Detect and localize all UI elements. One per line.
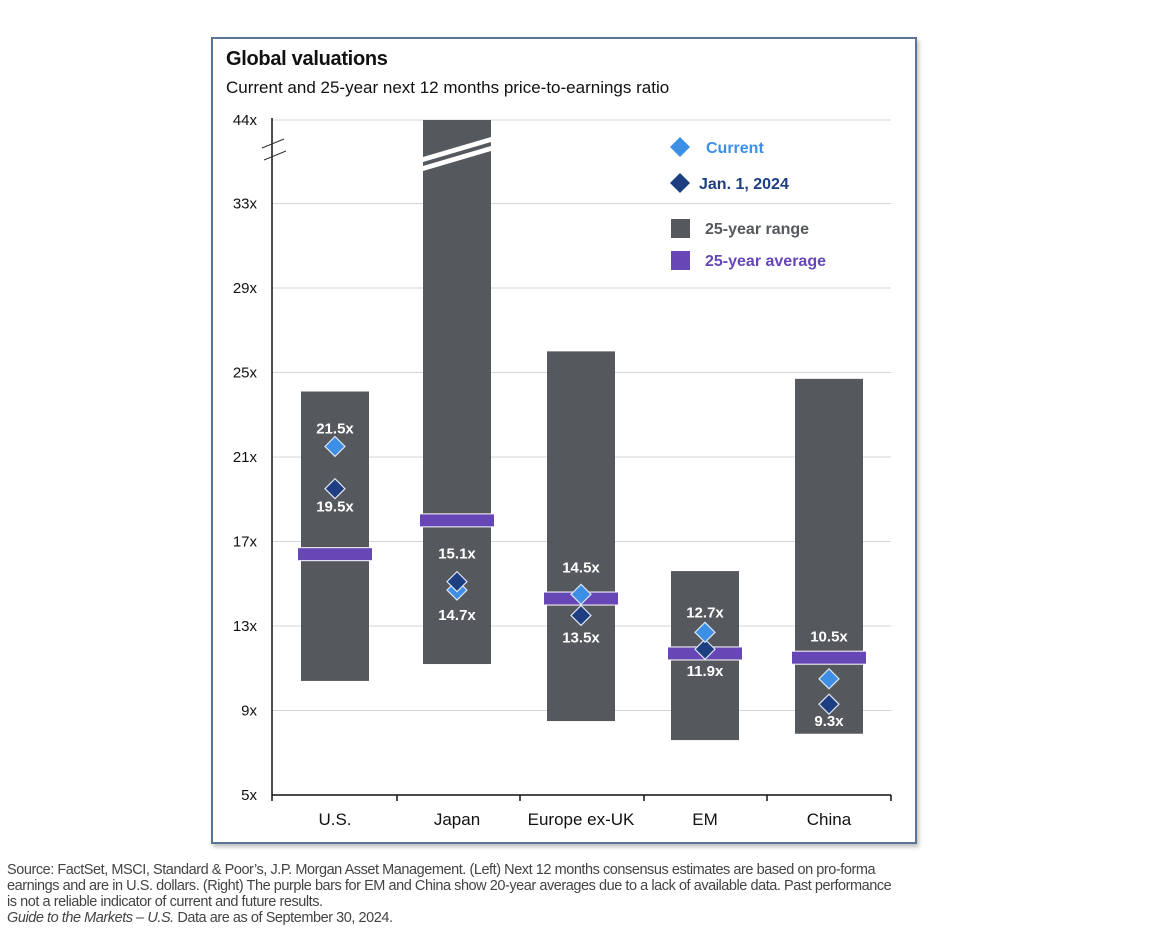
- legend-label: Jan. 1, 2024: [699, 176, 789, 193]
- diamond-markers: [324, 435, 840, 716]
- y-tick-label: 17x: [233, 534, 258, 551]
- x-tick-label: EM: [692, 810, 718, 829]
- chart-subtitle: Current and 25-year next 12 months price…: [226, 78, 670, 97]
- bar-break-stripe: [423, 137, 491, 162]
- jan-2024-marker: [446, 570, 468, 593]
- current-marker: [694, 621, 716, 644]
- current-value-label: 10.5x: [810, 629, 848, 646]
- jan-2024-marker: [818, 693, 840, 716]
- x-tick-label: China: [807, 810, 852, 829]
- y-tick-label: 9x: [241, 703, 257, 720]
- bar-break-stripe: [423, 146, 491, 171]
- legend-square-icon: [671, 251, 690, 270]
- jan-2024-value-label: 9.3x: [814, 713, 844, 730]
- y-tick-label: 33x: [233, 196, 258, 213]
- legend-label: Current: [706, 140, 764, 157]
- axis-break-mark: [263, 150, 287, 161]
- footnote-line-3: is not a reliable indicator of current a…: [7, 894, 323, 910]
- jan-2024-value-label: 11.9x: [687, 663, 724, 680]
- data-labels: 21.5x 19.5x 15.1x 14.7x 14.5x 13.5x 12.7x 11.9x…: [316, 420, 848, 730]
- footnote-publication: Guide to the Markets – U.S.: [7, 910, 174, 926]
- y-tick-label: 25x: [233, 365, 258, 382]
- y-tick-label: 21x: [233, 449, 258, 466]
- current-marker: [324, 435, 346, 458]
- y-tick-label: 13x: [233, 618, 258, 635]
- y-tick-label: 44x: [233, 112, 258, 129]
- current-value-label: 14.5x: [562, 559, 600, 576]
- jan-2024-marker: [694, 638, 716, 661]
- average-bar: [298, 548, 372, 561]
- axis-break-mark: [261, 138, 285, 149]
- footnote-line-2: earnings and are in U.S. dollars. (Right…: [7, 878, 892, 894]
- footnote-date: Data are as of September 30, 2024.: [173, 910, 393, 926]
- jan-2024-value-label: 19.5x: [316, 499, 354, 516]
- jan-2024-marker: [570, 604, 592, 627]
- legend-diamond-icon: [670, 173, 690, 193]
- jan-2024-value-label: 13.5x: [562, 629, 600, 646]
- y-axis: 5x 9x 13x 17x 21x 25x 29x 33x 44x: [233, 112, 287, 804]
- current-marker: [818, 667, 840, 690]
- legend: Current Jan. 1, 2024 25-year range 25-year …: [670, 137, 826, 270]
- average-bar: [792, 651, 866, 664]
- y-tick-label: 5x: [241, 787, 257, 804]
- chart-svg: 5x 9x 13x 17x 21x 25x 29x 33x 44x 21.5x 19.5x 15.1…: [233, 112, 892, 829]
- current-value-label: 21.5x: [316, 420, 354, 437]
- average-bar: [420, 514, 494, 527]
- legend-label: 25-year range: [705, 221, 809, 238]
- x-axis: U.S. Japan Europe ex-UK EM China: [271, 794, 892, 829]
- legend-label: 25-year average: [705, 253, 826, 270]
- range-bars: [301, 120, 863, 741]
- x-tick-label: Japan: [434, 810, 480, 829]
- range-bar: [547, 351, 615, 722]
- legend-square-icon: [671, 219, 690, 238]
- footnote-line-1: Source: FactSet, MSCI, Standard & Poor’s…: [7, 862, 876, 878]
- current-value-label: 14.7x: [438, 607, 476, 624]
- y-tick-label: 29x: [233, 280, 258, 297]
- footnote-line-4: Guide to the Markets – U.S. Data are as …: [7, 910, 1167, 926]
- footnote: Source: FactSet, MSCI, Standard & Poor’s…: [7, 862, 1167, 926]
- chart-title: Global valuations: [226, 48, 388, 70]
- jan-2024-marker: [324, 477, 346, 500]
- current-marker: [570, 583, 592, 606]
- current-value-label: 12.7x: [686, 604, 724, 621]
- jan-2024-value-label: 15.1x: [438, 546, 476, 563]
- legend-diamond-icon: [670, 137, 690, 157]
- x-tick-label: U.S.: [318, 810, 351, 829]
- x-tick-label: Europe ex-UK: [528, 810, 635, 829]
